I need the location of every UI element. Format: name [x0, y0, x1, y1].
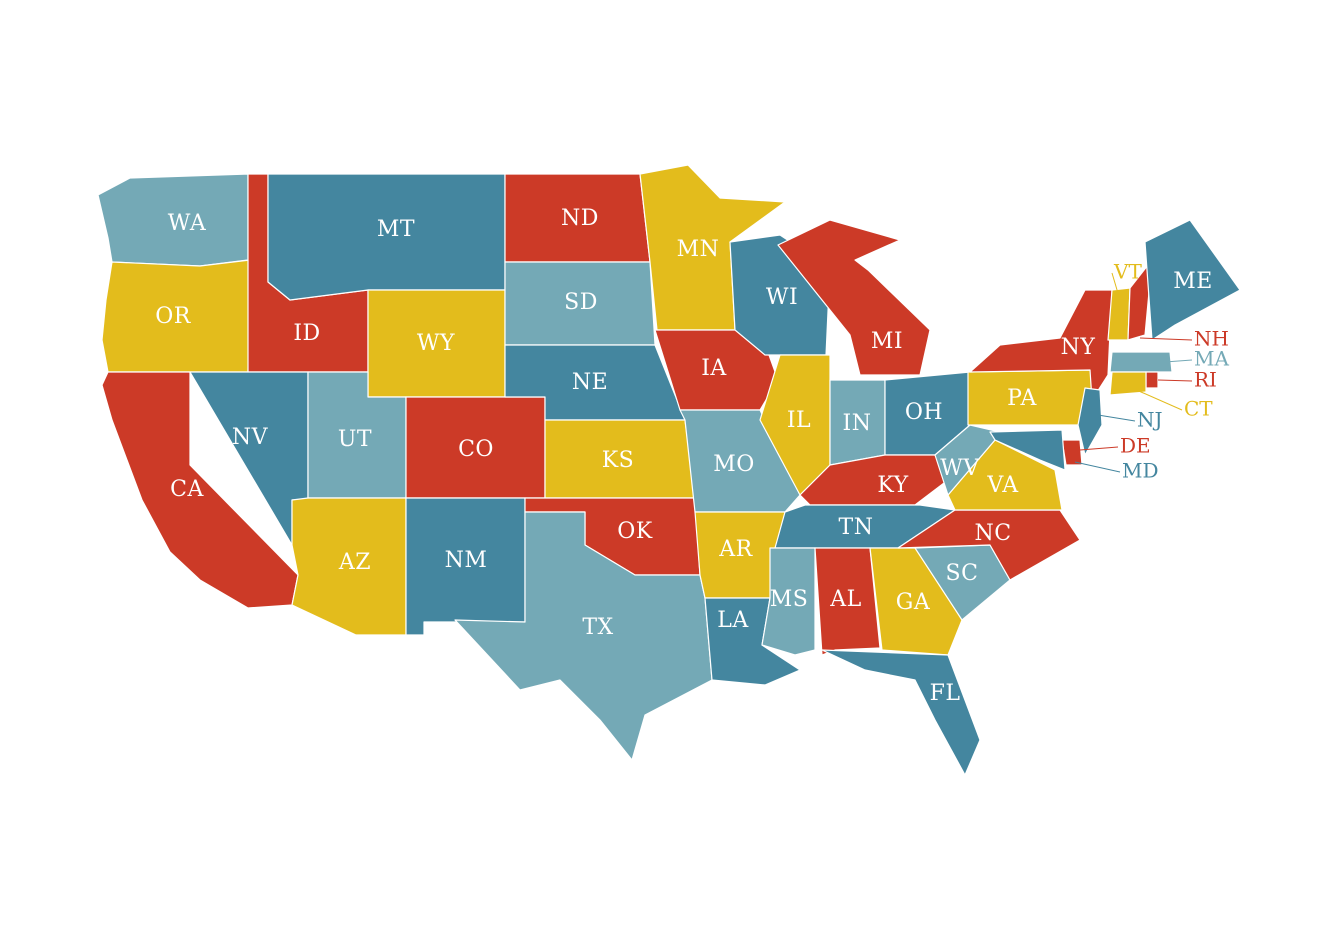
state-label-vt: VT [1113, 260, 1142, 284]
state-label-nj: NJ [1137, 408, 1163, 432]
state-label-md: MD [1122, 459, 1159, 483]
callout-line-nj [1097, 414, 1136, 422]
state-ma [1109, 351, 1173, 373]
state-me [1144, 219, 1241, 341]
state-label-sd: SD [564, 290, 598, 315]
state-label-wi: WI [766, 285, 798, 310]
callout-line-ri [1157, 379, 1193, 382]
state-label-mo: MO [713, 452, 755, 477]
state-label-ga: GA [896, 590, 931, 615]
state-label-oh: OH [905, 400, 943, 425]
state-label-ar: AR [718, 537, 753, 562]
state-label-az: AZ [338, 550, 371, 575]
state-shapes [97, 164, 1241, 776]
state-label-ri: RI [1194, 368, 1217, 392]
state-label-al: AL [829, 587, 862, 612]
state-ri [1145, 371, 1159, 389]
state-label-ia: IA [701, 356, 727, 381]
state-nh [1127, 259, 1153, 341]
state-label-ok: OK [617, 519, 653, 544]
state-label-va: VA [986, 473, 1019, 498]
state-label-ct: CT [1184, 397, 1213, 421]
state-ct [1109, 371, 1147, 396]
state-label-ky: KY [877, 473, 908, 498]
state-label-id: ID [293, 321, 320, 346]
state-label-nh: NH [1194, 327, 1229, 351]
state-label-nv: NV [232, 425, 269, 450]
state-fl [821, 649, 981, 776]
state-label-nc: NC [974, 521, 1011, 546]
state-label-sc: SC [946, 561, 979, 586]
callout-line-de [1079, 446, 1119, 451]
state-label-ms: MS [770, 587, 809, 612]
callout-line-vt [1111, 272, 1121, 301]
state-label-mn: MN [677, 237, 720, 262]
state-label-la: LA [717, 608, 749, 633]
state-tx [454, 511, 713, 761]
callout-line-ma [1164, 359, 1193, 363]
callout-line-ct [1131, 387, 1183, 411]
state-label-co: CO [458, 437, 494, 462]
state-label-or: OR [155, 304, 192, 329]
state-label-wv: WV [940, 456, 980, 481]
state-label-tx: TX [582, 615, 613, 640]
state-label-ma: MA [1194, 347, 1229, 371]
callout-line-md [1074, 461, 1121, 473]
state-label-in: IN [843, 411, 872, 436]
state-label-nd: ND [561, 206, 599, 231]
state-nj [1077, 387, 1103, 456]
state-label-tn: TN [839, 515, 874, 540]
state-mi [777, 219, 931, 376]
state-label-mi: MI [871, 329, 903, 354]
state-md [989, 429, 1066, 471]
state-ca [101, 371, 299, 609]
state-label-nm: NM [445, 548, 488, 573]
state-label-wy: WY [417, 331, 455, 356]
state-label-fl: FL [930, 681, 961, 706]
state-label-ne: NE [572, 370, 608, 395]
state-labels: WA OR CA ID NV MT WY UT AZ CO NM ND SD NE KS OK TX MN IA MO… [155, 206, 1229, 706]
callout-leaders [1074, 272, 1193, 473]
state-label-de: DE [1120, 434, 1151, 458]
state-label-ny: NY [1061, 335, 1096, 360]
state-label-me: ME [1173, 269, 1213, 294]
state-de [1061, 439, 1083, 466]
state-label-il: IL [787, 408, 811, 433]
state-label-ca: CA [170, 477, 204, 502]
state-label-wa: WA [168, 211, 207, 236]
state-label-ut: UT [338, 427, 372, 452]
state-label-ks: KS [602, 448, 635, 473]
state-label-mt: MT [377, 217, 415, 242]
state-al [814, 547, 881, 656]
state-label-pa: PA [1007, 386, 1037, 411]
callout-line-nh [1139, 337, 1193, 341]
